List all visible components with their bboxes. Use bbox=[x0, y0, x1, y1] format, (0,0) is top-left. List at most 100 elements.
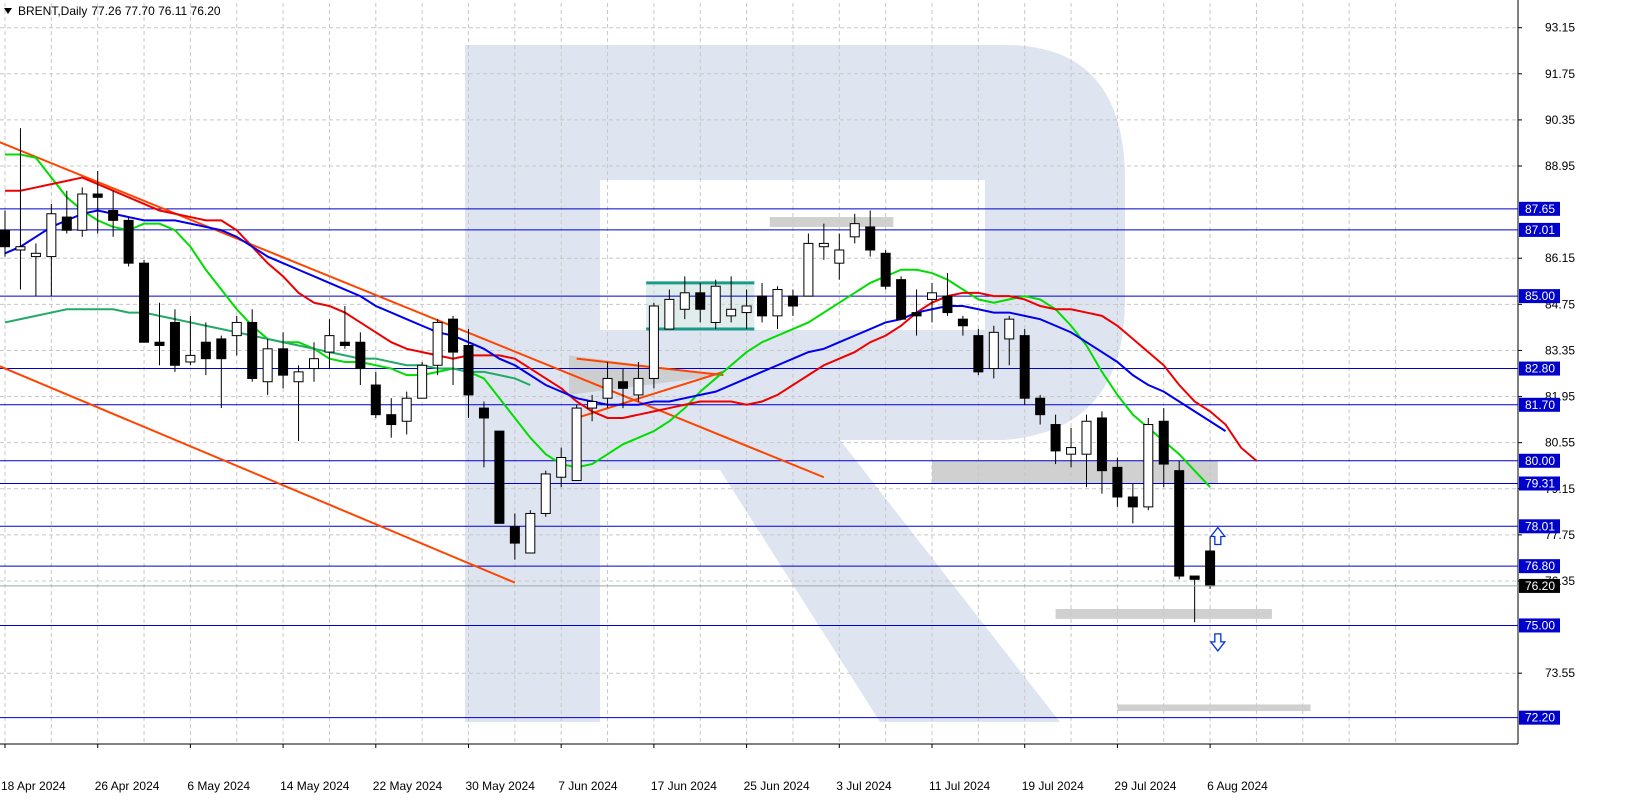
candle bbox=[710, 279, 721, 330]
arrow-down-icon bbox=[1209, 633, 1227, 652]
candle bbox=[865, 210, 876, 257]
symbol-label: BRENT,Daily bbox=[18, 4, 88, 18]
candle-body bbox=[401, 397, 412, 422]
candle bbox=[1004, 315, 1015, 366]
candle-body bbox=[818, 242, 829, 248]
candle-body bbox=[1189, 575, 1200, 580]
candle bbox=[1189, 575, 1200, 623]
candle bbox=[216, 335, 227, 409]
candle bbox=[973, 329, 984, 376]
candle bbox=[1112, 457, 1123, 507]
candle bbox=[1127, 483, 1138, 524]
price-tick-label: 93.15 bbox=[1545, 21, 1575, 35]
moving-average-line-2 bbox=[5, 176, 1258, 462]
time-tick-label: 30 May 2024 bbox=[466, 779, 536, 793]
time-tick-label: 19 Jul 2024 bbox=[1022, 779, 1084, 793]
candle bbox=[757, 282, 768, 323]
horizontal-levels bbox=[0, 208, 1518, 719]
candle bbox=[1143, 417, 1154, 511]
level-label-bg bbox=[1519, 201, 1560, 216]
grid bbox=[0, 3, 1518, 744]
time-tick-label: 11 Jul 2024 bbox=[929, 779, 990, 793]
price-tick-label: 86.15 bbox=[1545, 251, 1575, 265]
level-label-text: 79.31 bbox=[1525, 476, 1555, 490]
candle bbox=[911, 289, 922, 336]
price-tick-label: 91.75 bbox=[1545, 67, 1575, 81]
dropdown-triangle-icon[interactable] bbox=[4, 8, 12, 14]
candle bbox=[262, 338, 273, 395]
candle-body bbox=[880, 252, 891, 287]
candle-body bbox=[633, 377, 644, 396]
candle bbox=[0, 210, 10, 257]
level-label-bg bbox=[1519, 289, 1560, 304]
price-tick-label: 83.35 bbox=[1545, 343, 1575, 357]
candle bbox=[957, 315, 968, 336]
candle-body bbox=[757, 295, 768, 317]
level-label: 72.20 bbox=[1519, 710, 1560, 725]
level-label-text: 72.20 bbox=[1525, 711, 1555, 725]
candle-body bbox=[231, 321, 242, 337]
candle bbox=[231, 315, 242, 356]
candle bbox=[77, 187, 88, 237]
candle bbox=[633, 361, 644, 402]
candle-body bbox=[525, 512, 536, 554]
time-tick-label: 7 Jun 2024 bbox=[558, 779, 618, 793]
current-price-text: 76.20 bbox=[1525, 579, 1555, 593]
candle bbox=[896, 276, 907, 320]
candle bbox=[1081, 414, 1092, 488]
level-label-bg bbox=[1519, 559, 1560, 574]
candle bbox=[478, 401, 489, 468]
candle bbox=[618, 368, 628, 409]
candle-body bbox=[108, 209, 119, 221]
candle bbox=[540, 470, 551, 517]
candle bbox=[185, 315, 196, 366]
trendline bbox=[0, 365, 516, 584]
candle bbox=[46, 203, 57, 297]
candle-body bbox=[1096, 417, 1107, 472]
direction-arrows bbox=[1209, 526, 1227, 652]
zone-rect bbox=[1055, 608, 1272, 619]
candle bbox=[355, 332, 366, 386]
candle-body bbox=[896, 279, 907, 320]
candle bbox=[942, 273, 953, 316]
candle-body bbox=[355, 341, 366, 370]
candle-body bbox=[1050, 424, 1061, 452]
time-axis: 18 Apr 2024 26 Apr 2024 6 May 2024 14 May 2… bbox=[1, 744, 1268, 793]
candle-body bbox=[803, 242, 814, 297]
zone-rect bbox=[769, 217, 894, 227]
price-tick-label: 80.55 bbox=[1545, 436, 1575, 450]
candle-body bbox=[1205, 550, 1216, 587]
candle-body bbox=[927, 292, 937, 300]
candle-body bbox=[448, 318, 459, 353]
trendline bbox=[0, 141, 825, 479]
candle bbox=[432, 319, 443, 376]
level-label: 75.00 bbox=[1519, 618, 1560, 633]
level-label-text: 87.65 bbox=[1525, 202, 1555, 216]
time-tick-label: 29 Jul 2024 bbox=[1114, 779, 1176, 793]
current-price-label: 76.20 bbox=[1519, 578, 1560, 593]
candle-body bbox=[664, 298, 675, 330]
candle-body bbox=[772, 289, 783, 317]
candle bbox=[324, 319, 335, 369]
candle-body bbox=[1127, 496, 1138, 508]
time-tick-label: 14 May 2024 bbox=[280, 779, 350, 793]
candle-body bbox=[386, 414, 397, 426]
level-label-bg bbox=[1519, 397, 1560, 412]
candle-body bbox=[602, 377, 613, 399]
candle-body bbox=[540, 473, 551, 514]
candle-body bbox=[200, 341, 211, 360]
candle bbox=[494, 430, 505, 524]
candle bbox=[386, 398, 397, 438]
time-tick-label: 25 Jun 2024 bbox=[744, 779, 810, 793]
candle-body bbox=[0, 229, 10, 248]
candle-body bbox=[1081, 420, 1092, 455]
candle-body bbox=[849, 223, 860, 238]
candle bbox=[30, 243, 41, 297]
candle bbox=[602, 361, 613, 409]
candle-body bbox=[262, 348, 273, 383]
candle bbox=[1174, 460, 1185, 580]
candle bbox=[679, 276, 690, 320]
candle-body bbox=[478, 407, 489, 419]
